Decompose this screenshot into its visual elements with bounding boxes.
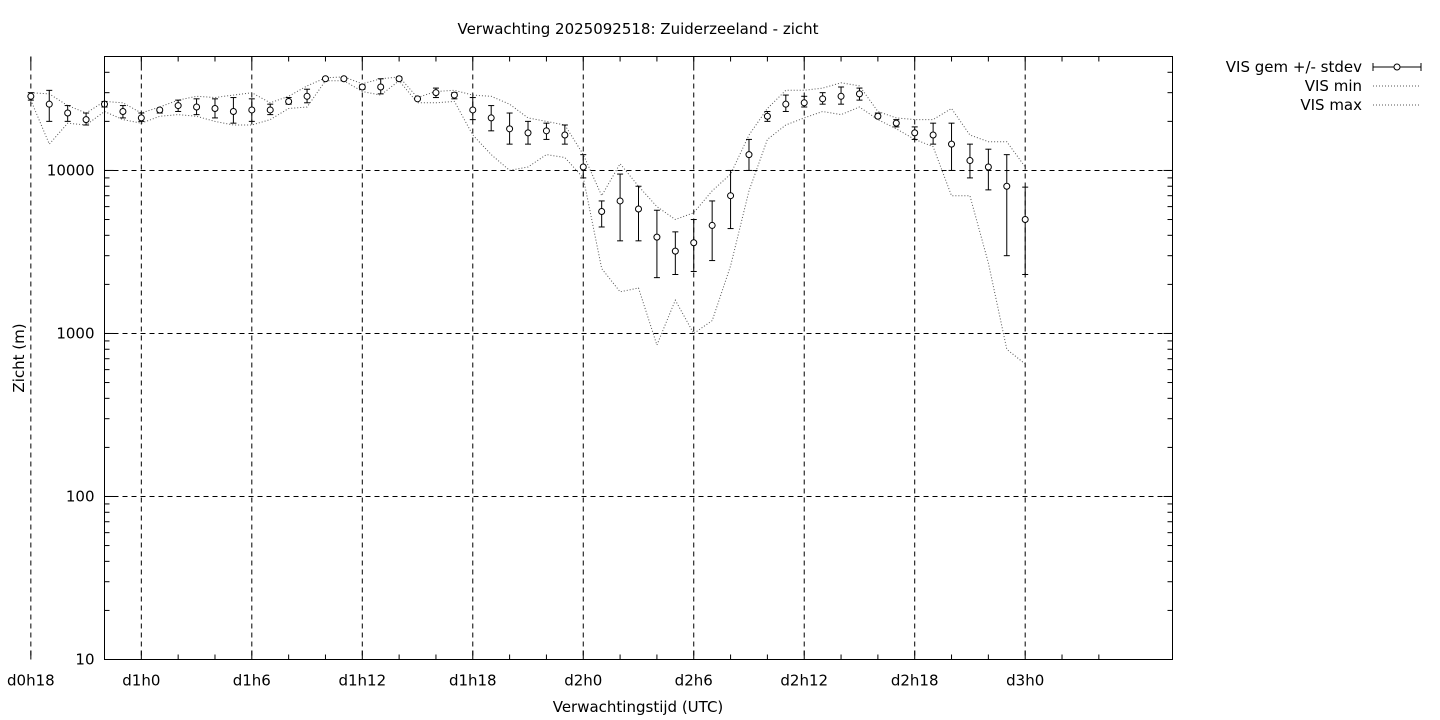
- data-point: [837, 92, 845, 100]
- y-tick-label: 100: [66, 487, 95, 505]
- data-point: [1021, 216, 1029, 224]
- data-point: [708, 221, 716, 229]
- data-point: [395, 75, 403, 83]
- data-point: [285, 97, 293, 105]
- data-points: [27, 75, 1029, 255]
- data-point: [561, 131, 569, 139]
- data-point: [819, 95, 827, 103]
- series-lines: [30, 76, 1026, 365]
- data-point: [579, 163, 587, 171]
- legend-marker-point: [1393, 63, 1401, 71]
- data-point: [137, 114, 145, 122]
- x-tick-label: d1h12: [338, 672, 386, 690]
- data-point: [27, 92, 35, 100]
- data-point: [671, 247, 679, 255]
- x-tick-label: d1h0: [122, 672, 160, 690]
- y-tick-label: 10: [75, 651, 94, 669]
- data-point: [82, 116, 90, 124]
- x-tick-label: d2h18: [891, 672, 939, 690]
- data-point: [616, 197, 624, 205]
- data-point: [156, 106, 164, 114]
- data-point: [266, 106, 274, 114]
- x-tick-label: d1h6: [233, 672, 271, 690]
- x-axis-label: Verwachtingstijd (UTC): [553, 698, 724, 716]
- data-point: [727, 192, 735, 200]
- y-tick-label: 1000: [56, 324, 94, 342]
- data-point: [542, 127, 550, 135]
- data-point: [892, 119, 900, 127]
- series-line-vis-min: [30, 80, 1026, 365]
- data-point: [984, 163, 992, 171]
- data-point: [414, 95, 422, 103]
- data-point: [929, 131, 937, 139]
- data-point: [745, 151, 753, 159]
- data-point: [635, 205, 642, 213]
- x-tick-label: d2h6: [675, 672, 713, 690]
- x-tick-label: d3h0: [1006, 672, 1044, 690]
- series-line-vis-max: [30, 76, 1026, 221]
- x-tick-label: d1h18: [449, 672, 497, 690]
- data-point: [911, 129, 919, 137]
- data-point: [248, 106, 256, 114]
- data-point: [948, 140, 956, 148]
- data-point: [1003, 182, 1011, 190]
- data-point: [45, 100, 53, 108]
- data-point: [487, 114, 495, 122]
- x-tick-label: d0h18: [7, 672, 55, 690]
- data-point: [193, 103, 201, 111]
- data-point: [358, 83, 366, 91]
- data-point: [598, 207, 606, 215]
- plot-frame: [104, 56, 1173, 660]
- data-point: [855, 90, 863, 98]
- y-tick-label: 10000: [47, 161, 95, 179]
- data-point: [64, 109, 72, 117]
- chart-title: Verwachting 2025092518: Zuiderzeeland - …: [457, 20, 818, 38]
- x-tick-label: d2h12: [780, 672, 828, 690]
- data-point: [690, 239, 698, 247]
- data-point: [340, 75, 348, 83]
- legend-label: VIS max: [1300, 96, 1362, 114]
- data-point: [174, 102, 182, 110]
- legend-label: VIS min: [1305, 77, 1362, 95]
- data-point: [469, 106, 477, 114]
- data-point: [874, 112, 882, 120]
- data-point: [377, 83, 385, 91]
- data-point: [524, 129, 532, 137]
- y-axis-label: Zicht (m): [10, 323, 28, 392]
- data-point: [119, 107, 127, 115]
- data-point: [966, 157, 974, 165]
- x-tick-label: d2h0: [564, 672, 602, 690]
- grid-lines: [30, 56, 1173, 660]
- data-point: [506, 125, 514, 133]
- data-point: [782, 100, 790, 108]
- data-point: [321, 75, 329, 83]
- data-point: [653, 233, 661, 241]
- data-point: [303, 92, 311, 100]
- data-point: [211, 104, 219, 112]
- data-point: [229, 107, 237, 115]
- axis-ticks: d0h18 d1h0 d1h6 d1h12 d1h18 d2h0 d2h6 d2h12 d2h1…: [7, 56, 1173, 690]
- legend-label: VIS gem +/- stdev: [1226, 58, 1362, 76]
- data-point: [432, 89, 440, 97]
- data-point: [763, 112, 771, 120]
- data-point: [450, 91, 458, 99]
- data-point: [800, 99, 808, 107]
